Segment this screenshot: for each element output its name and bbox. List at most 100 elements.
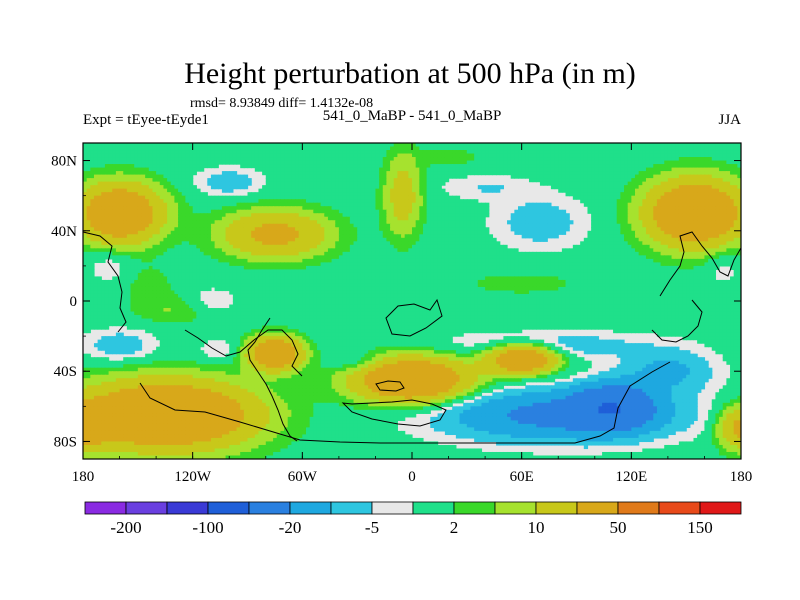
contour-cell (565, 220, 570, 225)
contour-cell (638, 185, 643, 190)
contour-cell (437, 153, 442, 158)
contour-cell (148, 216, 154, 221)
contour-cell (207, 157, 212, 162)
contour-cell (218, 174, 223, 179)
contour-cell (298, 150, 303, 155)
contour-cell (309, 195, 314, 200)
contour-cell (686, 209, 691, 214)
contour-cell (148, 195, 154, 200)
contour-cell (338, 178, 344, 183)
contour-cell (412, 174, 417, 179)
contour-cell (324, 199, 329, 204)
contour-cell (276, 213, 281, 218)
contour-cell (251, 192, 256, 197)
contour-cell (605, 213, 610, 218)
contour-cell (371, 185, 377, 190)
contour-cell (477, 244, 483, 249)
contour-cell (218, 244, 223, 249)
contour-cell (510, 157, 515, 162)
contour-cell (203, 230, 208, 235)
contour-cell (86, 181, 91, 186)
contour-cell (397, 171, 402, 176)
contour-cell (576, 167, 581, 172)
contour-cell (199, 220, 205, 225)
contour-cell (101, 171, 106, 176)
contour-cell (693, 167, 698, 172)
contour-cell (730, 216, 735, 221)
contour-cell (656, 160, 662, 165)
contour-cell (591, 192, 596, 197)
contour-cell (115, 178, 121, 183)
contour-cell (364, 188, 369, 193)
contour-cell (393, 192, 398, 197)
contour-cell (210, 241, 216, 246)
contour-cell (704, 160, 709, 165)
contour-cell (254, 216, 260, 221)
contour-cell (101, 237, 106, 242)
contour-cell (733, 164, 738, 169)
contour-cell (656, 195, 662, 200)
contour-cell (426, 199, 431, 204)
contour-cell (181, 195, 186, 200)
contour-cell (649, 220, 654, 225)
contour-cell (539, 223, 545, 228)
contour-cell (466, 234, 472, 239)
contour-cell (496, 185, 501, 190)
contour-cell (269, 185, 274, 190)
contour-cell (320, 171, 325, 176)
contour-cell (316, 244, 322, 249)
contour-cell (247, 216, 252, 221)
contour-cell (678, 185, 684, 190)
contour-cell (602, 227, 607, 232)
contour-cell (422, 192, 428, 197)
contour-cell (167, 164, 172, 169)
contour-cell (298, 174, 303, 179)
contour-cell (737, 150, 741, 155)
contour-cell (145, 206, 150, 211)
contour-cell (368, 181, 373, 186)
contour-cell (338, 230, 344, 235)
contour-cell (602, 167, 607, 172)
contour-cell (675, 171, 680, 176)
contour-cell (83, 248, 88, 253)
contour-cell (397, 164, 402, 169)
contour-cell (514, 216, 519, 221)
contour-cell (470, 143, 475, 148)
contour-cell (229, 174, 234, 179)
contour-cell (218, 220, 223, 225)
contour-cell (422, 223, 428, 228)
contour-cell (444, 234, 450, 239)
contour-cell (371, 206, 377, 211)
contour-cell (525, 157, 530, 162)
contour-cell (437, 150, 442, 155)
contour-cell (708, 153, 713, 158)
contour-cell (459, 174, 464, 179)
contour-cell (704, 199, 709, 204)
contour-cell (627, 241, 632, 246)
contour-cell (667, 202, 673, 207)
contour-cell (507, 153, 512, 158)
contour-cell (247, 160, 252, 165)
contour-cell (97, 241, 102, 246)
contour-cell (496, 157, 501, 162)
contour-cell (624, 157, 629, 162)
contour-cell (295, 167, 300, 172)
contour-cell (280, 171, 285, 176)
contour-cell (298, 234, 303, 239)
contour-cell (693, 188, 698, 193)
contour-cell (448, 143, 453, 148)
contour-cell (539, 234, 545, 239)
contour-cell (485, 234, 490, 239)
contour-cell (602, 223, 607, 228)
contour-cell (148, 237, 154, 242)
contour-cell (309, 153, 314, 158)
contour-cell (463, 199, 468, 204)
contour-cell (236, 213, 241, 218)
contour-cell (119, 181, 124, 186)
contour-cell (327, 185, 333, 190)
contour-cell (382, 160, 388, 165)
contour-cell (313, 248, 318, 253)
contour-cell (112, 230, 117, 235)
contour-cell (624, 216, 629, 221)
contour-cell (364, 220, 369, 225)
